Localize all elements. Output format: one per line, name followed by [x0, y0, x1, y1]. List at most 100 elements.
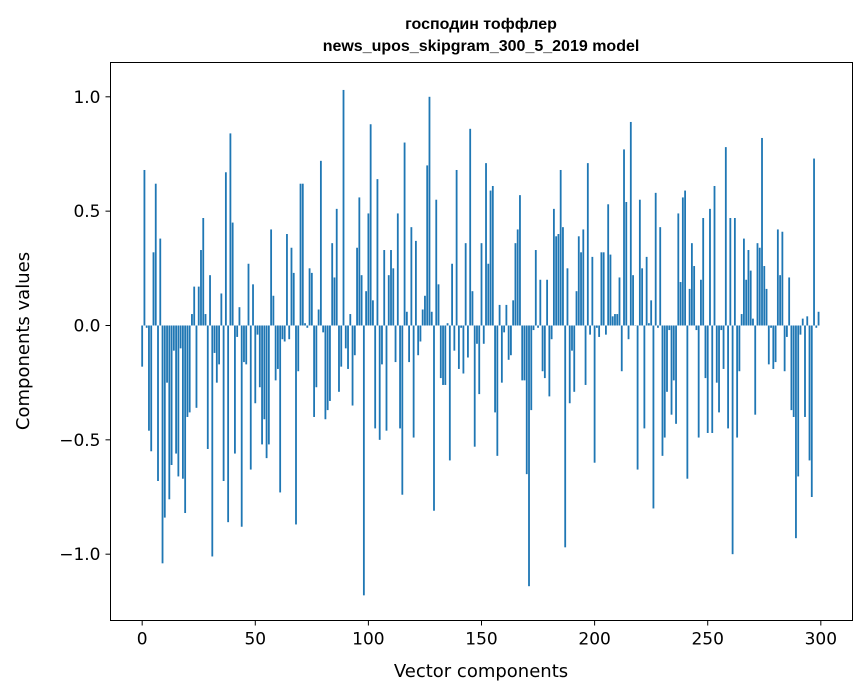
bar [249, 325, 252, 470]
bar [688, 288, 691, 326]
bar [335, 208, 338, 326]
bar [254, 325, 257, 404]
bar [591, 256, 594, 326]
bar [801, 318, 804, 326]
bar [349, 314, 352, 326]
x-tick-label: 50 [244, 630, 266, 650]
bar [143, 169, 146, 326]
bar [797, 325, 800, 477]
bar [788, 277, 791, 326]
bar [476, 325, 478, 344]
bar [385, 325, 388, 431]
bar [661, 325, 664, 456]
bar [299, 183, 302, 326]
bar [344, 325, 347, 349]
bar [236, 325, 239, 337]
bar [333, 277, 336, 326]
bar [157, 325, 159, 481]
bar [711, 325, 714, 433]
bar [224, 172, 227, 326]
bar [702, 218, 705, 326]
bar [514, 243, 517, 326]
bar [181, 325, 184, 479]
bar [519, 195, 521, 326]
bar [684, 190, 687, 326]
bar [779, 275, 782, 326]
bar [231, 222, 234, 326]
bar [256, 325, 259, 335]
bar [159, 238, 162, 326]
bar [376, 179, 379, 326]
bar [378, 325, 381, 440]
bar [595, 325, 598, 328]
bar [281, 325, 284, 340]
bar [374, 325, 377, 429]
bar [435, 199, 438, 326]
bar [552, 208, 555, 326]
bar [381, 325, 383, 365]
bar [489, 190, 492, 326]
bar [464, 243, 467, 326]
bar [752, 318, 754, 326]
bar [745, 279, 748, 326]
bar [740, 314, 743, 326]
bar [195, 325, 198, 408]
bar [571, 325, 573, 351]
bar [317, 309, 320, 326]
bar [731, 325, 734, 555]
bar [647, 323, 650, 326]
bars-group [141, 89, 820, 596]
x-tick-label: 250 [691, 630, 723, 650]
bar [480, 243, 483, 326]
bar [145, 325, 148, 328]
bar [193, 286, 196, 326]
bar [521, 325, 524, 381]
bar [690, 243, 693, 326]
bar [679, 282, 682, 326]
bar [555, 236, 558, 326]
y-tick-label: 1.0 [73, 88, 100, 108]
bar [263, 325, 266, 420]
bar [215, 325, 218, 383]
bar [577, 236, 580, 326]
bar [424, 295, 426, 326]
bar [383, 250, 386, 326]
bar [806, 316, 809, 326]
bar [600, 252, 603, 326]
bar [152, 252, 155, 326]
bar [403, 142, 406, 326]
bar [650, 300, 653, 326]
bar [478, 325, 481, 395]
bar [211, 325, 214, 557]
bar [240, 325, 243, 527]
bar [238, 307, 241, 326]
bar [507, 325, 510, 360]
bar [790, 325, 793, 411]
bar [756, 243, 759, 326]
bar [625, 202, 628, 326]
bar [417, 325, 420, 356]
bar [815, 325, 818, 328]
bar [455, 169, 458, 326]
bar [172, 325, 175, 351]
bar [188, 325, 191, 413]
bar [369, 124, 372, 326]
bar [473, 325, 476, 447]
bar [607, 204, 610, 326]
bar [229, 133, 232, 326]
bar [457, 325, 460, 369]
bar [523, 325, 526, 381]
bar [500, 325, 503, 383]
bar [548, 325, 551, 397]
bar [261, 325, 263, 445]
bar [584, 325, 587, 385]
bar [399, 325, 401, 429]
bar [792, 325, 795, 417]
bar [347, 325, 349, 369]
bar [534, 250, 537, 326]
bar [666, 325, 668, 392]
bar [761, 137, 763, 326]
bar [394, 325, 397, 363]
bar [222, 325, 225, 481]
